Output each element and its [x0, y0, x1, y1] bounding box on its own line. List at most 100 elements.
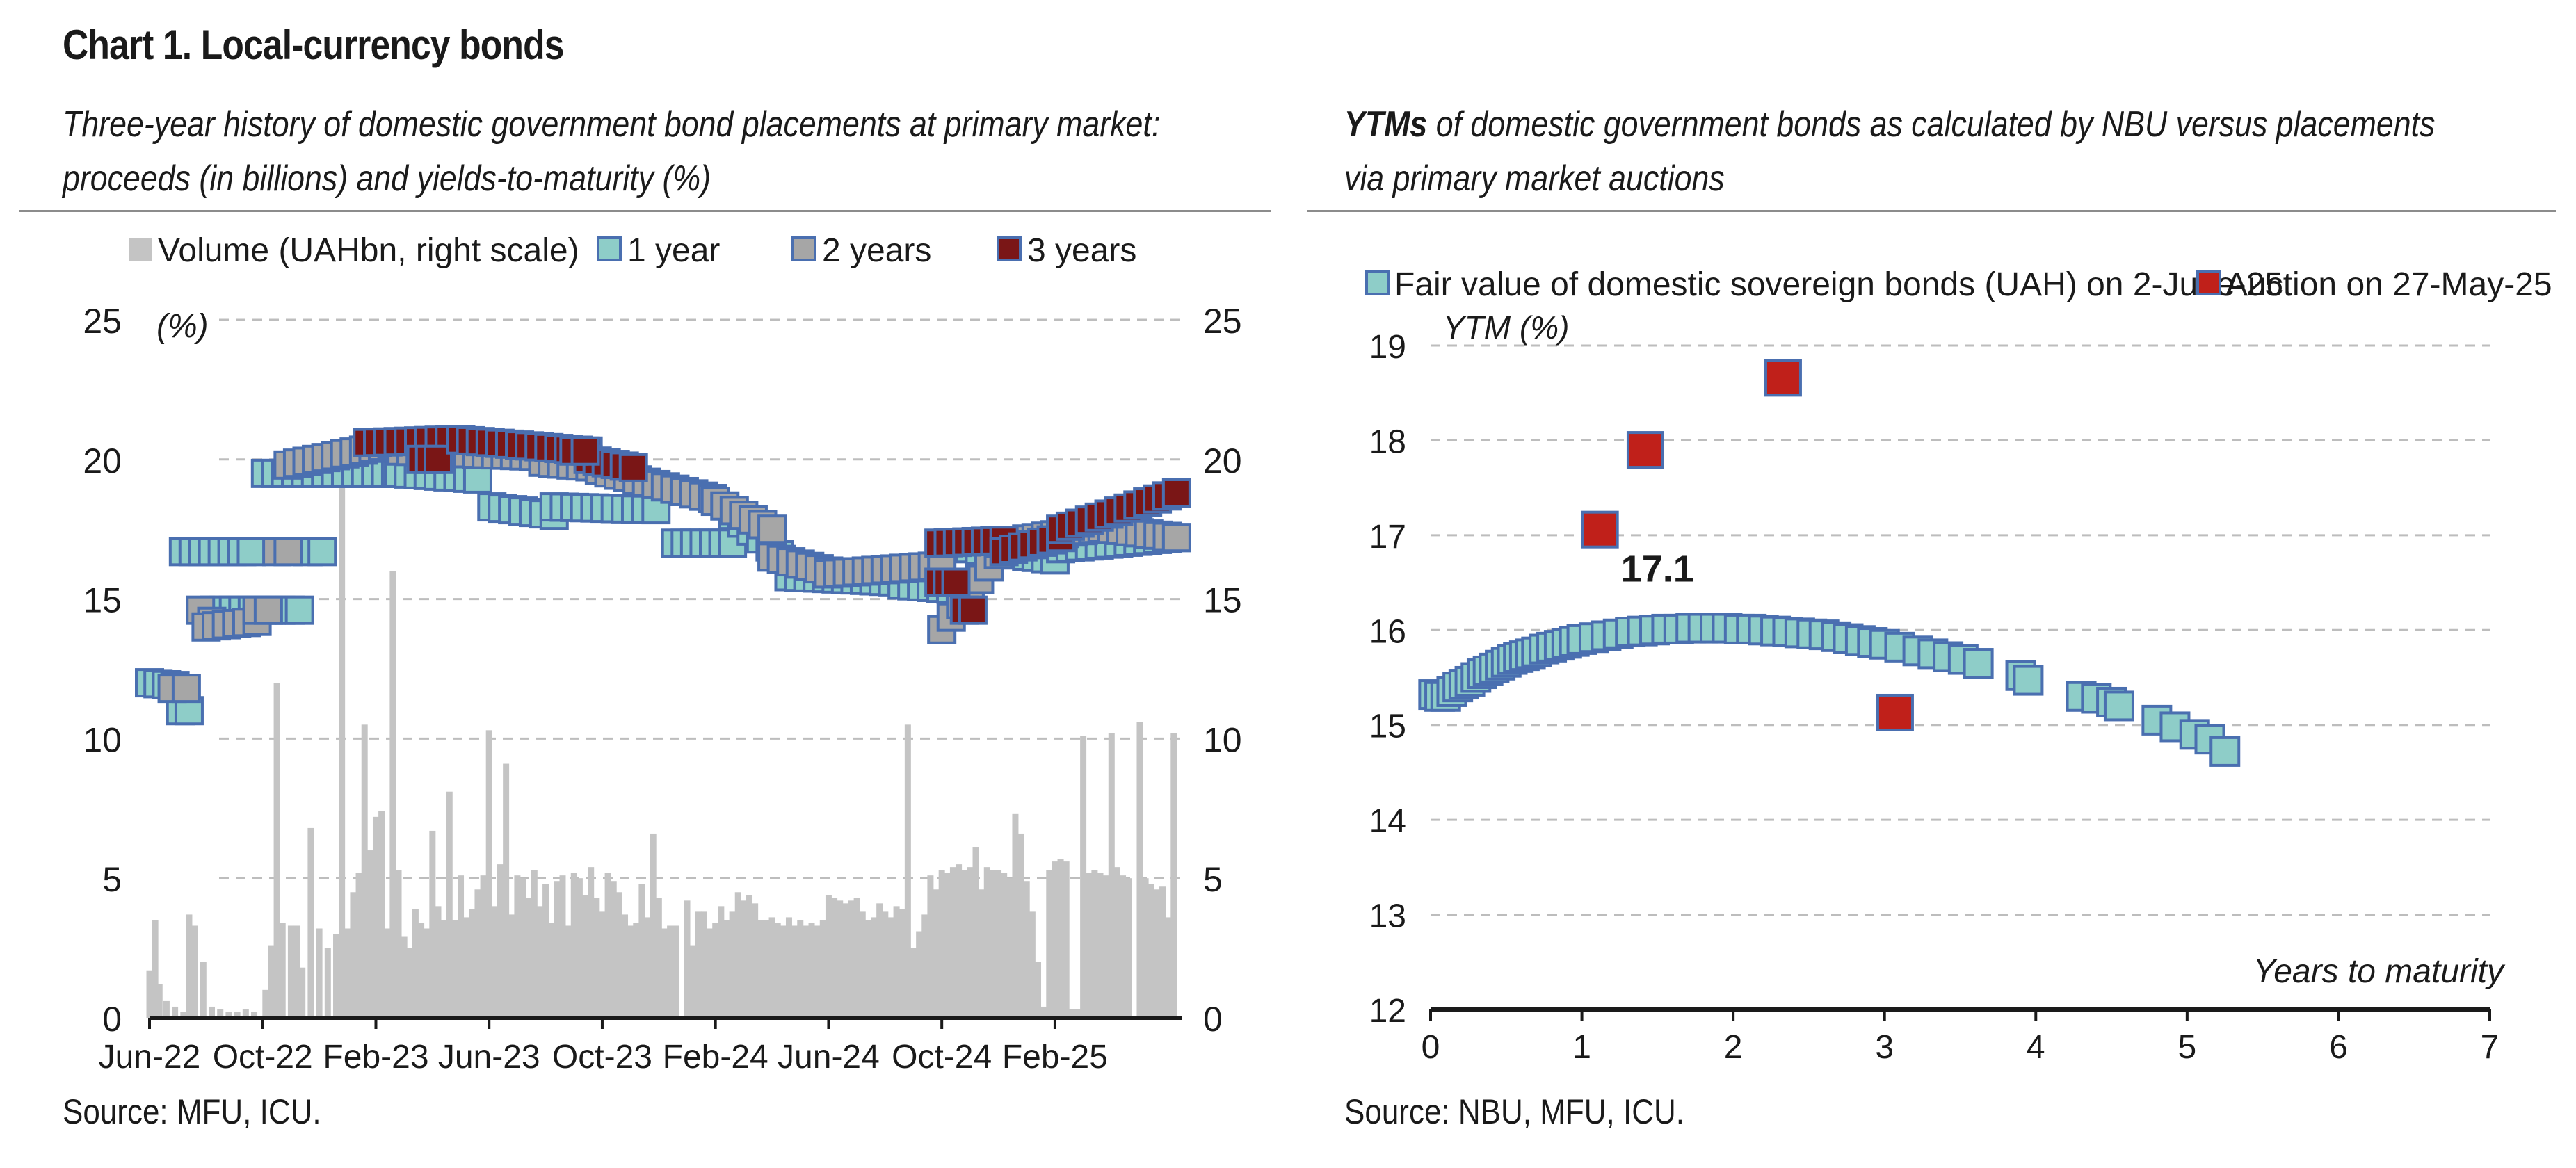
left-x-tick-label: Oct-22	[213, 1039, 313, 1076]
volume-bar	[485, 730, 492, 1018]
left-x-tick-label: Oct-24	[892, 1039, 992, 1076]
yield-marker-2-years	[253, 595, 283, 625]
right-y-tick-label: 15	[1203, 581, 1242, 620]
right-y-tick-label: 18	[1369, 423, 1406, 460]
volume-bar	[633, 923, 640, 1018]
volume-bar	[1080, 736, 1087, 1018]
volume-bar	[440, 920, 447, 1018]
left-x-tick-label: Jun-22	[99, 1039, 201, 1076]
volume-bar	[1029, 911, 1036, 1018]
volume-bar	[921, 914, 928, 1018]
yield-marker-3-years	[958, 595, 988, 625]
volume-bar	[1102, 875, 1109, 1018]
fair-value-marker	[2013, 665, 2044, 696]
legend-label: 3 years	[1027, 232, 1136, 269]
volume-bar	[531, 870, 538, 1018]
volume-bar	[916, 931, 923, 1018]
volume-bar	[910, 948, 917, 1018]
volume-bar	[938, 870, 945, 1018]
legend-swatch	[597, 236, 622, 261]
volume-bar	[1023, 881, 1030, 1018]
left-x-tick-label: Feb-23	[323, 1039, 428, 1076]
volume-bar	[695, 911, 702, 1018]
volume-bar	[848, 900, 855, 1018]
right-divider	[1307, 210, 2556, 212]
legend-label: 1 year	[627, 232, 720, 269]
legend-label-fair-value: Fair value of domestic sovereign bonds (…	[1394, 266, 2283, 303]
volume-bar	[650, 833, 657, 1018]
right-y-tick-label: 13	[1369, 898, 1406, 935]
volume-bar	[186, 914, 193, 1018]
left-y-tick-label: 25	[83, 302, 122, 341]
left-unit-label: (%)	[156, 308, 209, 345]
auction-marker	[1876, 693, 1914, 731]
right-x-tick-label: 4	[2027, 1029, 2045, 1066]
yield-marker-1-year	[284, 595, 314, 625]
volume-bar	[463, 917, 470, 1018]
volume-bar	[667, 925, 674, 1018]
volume-bar	[729, 911, 736, 1018]
left-x-tick-label: Feb-25	[1002, 1039, 1108, 1076]
volume-bar	[673, 925, 679, 1018]
volume-bar	[316, 928, 323, 1018]
left-y-tick-label: 5	[102, 860, 122, 899]
yield-marker-1-year	[307, 537, 337, 567]
volume-bar	[378, 811, 385, 1018]
volume-bar	[1108, 733, 1115, 1018]
left-y-tick-label: 10	[83, 720, 122, 759]
volume-bar	[1113, 867, 1120, 1018]
volume-bar	[152, 920, 159, 1018]
right-y-tick-label: 20	[1203, 441, 1242, 480]
volume-bar	[1159, 886, 1166, 1018]
right-subtitle: YTMs of domestic government bonds as cal…	[1344, 97, 2435, 206]
left-chart-legend: Volume (UAHbn, right scale) 1 year 2 years…	[129, 232, 1136, 269]
auction-annotation: 17.1	[1621, 549, 1694, 590]
volume-bar	[588, 867, 595, 1018]
volume-bar	[655, 898, 662, 1018]
volume-bar	[803, 925, 810, 1018]
volume-bar	[859, 911, 866, 1018]
volume-bar	[949, 867, 956, 1018]
right-y-tick-label: 10	[1203, 720, 1242, 759]
left-y-tick-label: 15	[83, 581, 122, 620]
legend-swatch-fair-value	[1365, 270, 1390, 295]
volume-bar	[384, 928, 391, 1018]
volume-bar	[933, 889, 940, 1018]
right-y-axis-label: YTM (%)	[1443, 309, 1569, 346]
right-x-tick-label: 5	[2178, 1029, 2197, 1066]
yield-marker-2-years	[171, 674, 201, 704]
left-x-tick-label: Jun-23	[438, 1039, 540, 1076]
right-subtitle-line-1: YTMs of domestic government bonds as cal…	[1344, 97, 2435, 152]
volume-bar	[763, 920, 770, 1018]
volume-bar	[1046, 870, 1053, 1018]
volume-bar	[627, 925, 634, 1018]
yield-marker-1-year	[236, 537, 266, 567]
volume-bar	[293, 925, 300, 1018]
volume-bar	[785, 917, 792, 1018]
legend-swatch-auction	[2196, 270, 2221, 295]
yield-marker-2-years	[757, 514, 787, 544]
volume-bar	[1001, 873, 1008, 1018]
volume-bar	[1170, 733, 1177, 1018]
volume-bar	[593, 898, 600, 1018]
volume-bar	[491, 906, 498, 1018]
volume-bar	[615, 892, 622, 1018]
volume-bar	[712, 923, 719, 1018]
volume-bar	[372, 816, 379, 1018]
volume-bar	[808, 923, 815, 1018]
yield-marker-3-years	[1161, 478, 1191, 508]
volume-bar	[1165, 917, 1172, 1018]
right-y-tick-label: 15	[1369, 708, 1406, 745]
volume-bar	[424, 928, 430, 1018]
volume-bar	[469, 909, 476, 1018]
volume-bar	[333, 934, 340, 1018]
volume-bar	[361, 724, 368, 1018]
volume-bar	[610, 881, 617, 1018]
volume-bar	[819, 920, 826, 1018]
volume-bar	[307, 827, 314, 1018]
volume-bar	[689, 945, 696, 1018]
volume-bar	[429, 830, 436, 1018]
volume-bar	[604, 873, 611, 1018]
volume-bar	[412, 909, 419, 1018]
